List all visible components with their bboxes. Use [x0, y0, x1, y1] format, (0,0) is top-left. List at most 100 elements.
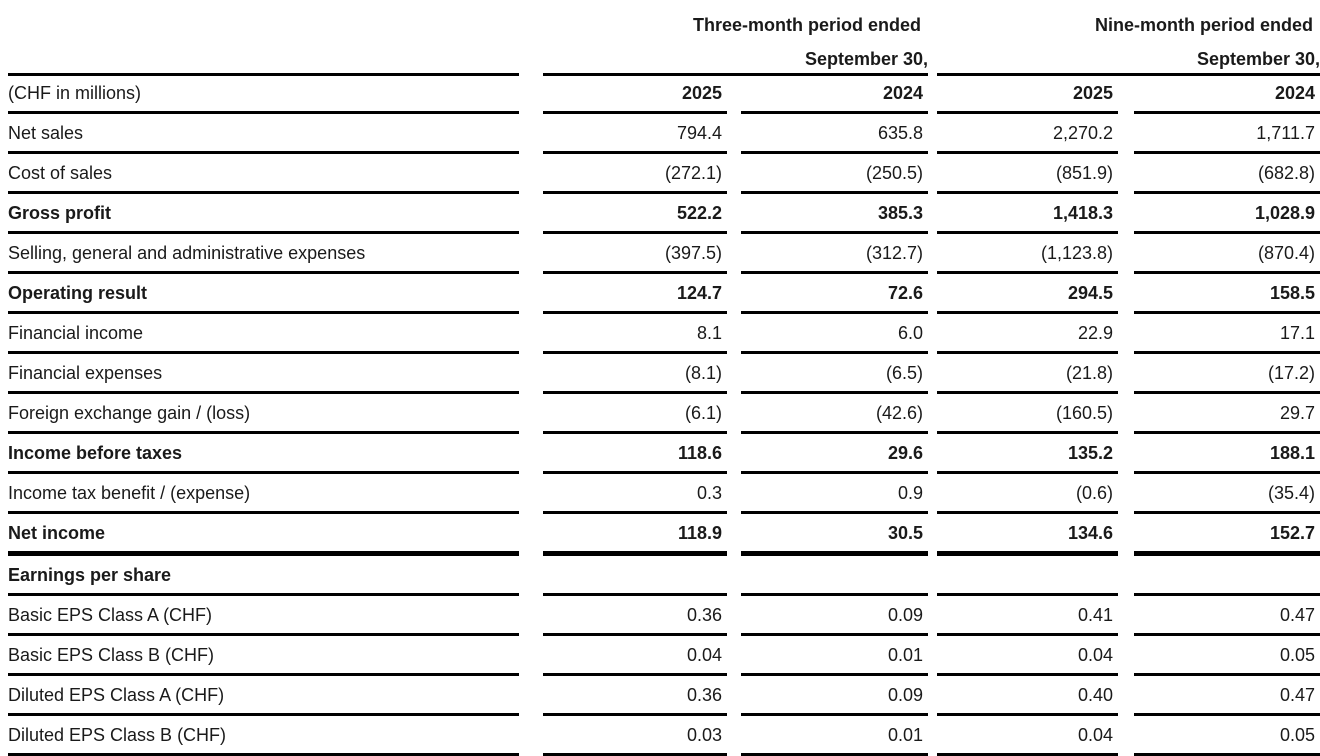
row-value: 22.9 — [937, 314, 1118, 354]
row-value: (870.4) — [1134, 234, 1320, 274]
row-value: (0.6) — [937, 474, 1118, 514]
row-value: 0.05 — [1134, 636, 1320, 676]
row-label: Net sales — [8, 114, 519, 154]
row-value: 1,418.3 — [937, 194, 1118, 234]
year-header-3m-2025: 2025 — [543, 76, 727, 114]
row-value: 1,028.9 — [1134, 194, 1320, 234]
row-value — [543, 556, 727, 596]
row-label: Operating result — [8, 274, 519, 314]
row-value: (6.1) — [543, 394, 727, 434]
row-label: Earnings per share — [8, 556, 519, 596]
row-value: (250.5) — [741, 154, 928, 194]
row-value: 0.36 — [543, 596, 727, 636]
row-value: 0.47 — [1134, 596, 1320, 636]
table-header-years-row: (CHF in millions) 2025 2024 2025 2024 — [0, 76, 1320, 114]
table-row: Gross profit 522.2 385.3 1,418.3 1,028.9 — [0, 194, 1320, 234]
row-value: 0.40 — [937, 676, 1118, 716]
table-header-date-row: September 30, September 30, — [0, 36, 1320, 76]
row-value: 134.6 — [937, 514, 1118, 556]
row-value: 72.6 — [741, 274, 928, 314]
table-row: Income tax benefit / (expense) 0.3 0.9 (0.6… — [0, 474, 1320, 514]
row-label: Foreign exchange gain / (loss) — [8, 394, 519, 434]
row-value: 0.03 — [543, 716, 727, 756]
row-value: 0.9 — [741, 474, 928, 514]
row-label: Cost of sales — [8, 154, 519, 194]
row-value: 294.5 — [937, 274, 1118, 314]
table-row: Net income 118.9 30.5 134.6 152.7 — [0, 514, 1320, 556]
row-value: 29.7 — [1134, 394, 1320, 434]
row-value: (8.1) — [543, 354, 727, 394]
row-label: Income tax benefit / (expense) — [8, 474, 519, 514]
row-label: Gross profit — [8, 194, 519, 234]
row-value — [1134, 556, 1320, 596]
row-value: (851.9) — [937, 154, 1118, 194]
table-header-period-row: Three-month period ended Nine-month peri… — [0, 8, 1320, 36]
year-header-3m-2024: 2024 — [741, 76, 928, 114]
table-row: Earnings per share — [0, 556, 1320, 596]
row-value: (17.2) — [1134, 354, 1320, 394]
row-value: 635.8 — [741, 114, 928, 154]
table-row: Selling, general and administrative expe… — [0, 234, 1320, 274]
row-value: 0.01 — [741, 636, 928, 676]
row-value: 794.4 — [543, 114, 727, 154]
row-label: Diluted EPS Class B (CHF) — [8, 716, 519, 756]
row-value: 0.3 — [543, 474, 727, 514]
row-value — [937, 556, 1118, 596]
row-value: 6.0 — [741, 314, 928, 354]
table-row: Diluted EPS Class A (CHF) 0.36 0.09 0.40 0.4… — [0, 676, 1320, 716]
row-value: 30.5 — [741, 514, 928, 556]
row-value: 0.36 — [543, 676, 727, 716]
row-value: (42.6) — [741, 394, 928, 434]
col-group-nine-month-subtitle: September 30, — [937, 36, 1320, 76]
row-label: Financial income — [8, 314, 519, 354]
row-value: 0.09 — [741, 596, 928, 636]
row-value: (35.4) — [1134, 474, 1320, 514]
row-value: 385.3 — [741, 194, 928, 234]
table-row: Diluted EPS Class B (CHF) 0.03 0.01 0.04 0.0… — [0, 716, 1320, 756]
year-header-9m-2024: 2024 — [1134, 76, 1320, 114]
row-value: 29.6 — [741, 434, 928, 474]
row-value: (1,123.8) — [937, 234, 1118, 274]
row-value: 135.2 — [937, 434, 1118, 474]
units-label: (CHF in millions) — [8, 76, 519, 114]
row-value: 2,270.2 — [937, 114, 1118, 154]
row-value: 0.47 — [1134, 676, 1320, 716]
row-value: 0.04 — [937, 716, 1118, 756]
table-row: Foreign exchange gain / (loss) (6.1) (42.6… — [0, 394, 1320, 434]
row-value: 0.01 — [741, 716, 928, 756]
table-row: Income before taxes 118.6 29.6 135.2 188.1 — [0, 434, 1320, 474]
row-value: 124.7 — [543, 274, 727, 314]
table-row: Basic EPS Class B (CHF) 0.04 0.01 0.04 0.05 — [0, 636, 1320, 676]
row-value: 0.05 — [1134, 716, 1320, 756]
row-value: 0.04 — [937, 636, 1118, 676]
col-group-three-month-title: Three-month period ended — [692, 15, 921, 35]
table-row: Net sales 794.4 635.8 2,270.2 1,711.7 — [0, 114, 1320, 154]
row-label: Income before taxes — [8, 434, 519, 474]
table-body: Net sales 794.4 635.8 2,270.2 1,711.7 Cost of… — [0, 114, 1320, 756]
row-value: 118.9 — [543, 514, 727, 556]
row-value: 0.04 — [543, 636, 727, 676]
row-label: Basic EPS Class B (CHF) — [8, 636, 519, 676]
col-group-nine-month-title: Nine-month period ended — [1095, 15, 1313, 35]
table-row: Basic EPS Class A (CHF) 0.36 0.09 0.41 0.47 — [0, 596, 1320, 636]
row-label: Basic EPS Class A (CHF) — [8, 596, 519, 636]
row-label: Selling, general and administrative expe… — [8, 234, 519, 274]
row-value: 1,711.7 — [1134, 114, 1320, 154]
row-label: Net income — [8, 514, 519, 556]
row-value: (21.8) — [937, 354, 1118, 394]
table-row: Operating result 124.7 72.6 294.5 158.5 — [0, 274, 1320, 314]
row-value: 118.6 — [543, 434, 727, 474]
row-value: (272.1) — [543, 154, 727, 194]
row-value: 188.1 — [1134, 434, 1320, 474]
table-row: Cost of sales (272.1) (250.5) (851.9) (682.8… — [0, 154, 1320, 194]
row-label: Diluted EPS Class A (CHF) — [8, 676, 519, 716]
year-header-9m-2025: 2025 — [937, 76, 1118, 114]
row-value: (160.5) — [937, 394, 1118, 434]
table-row: Financial expenses (8.1) (6.5) (21.8) (17.2) — [0, 354, 1320, 394]
row-value: 8.1 — [543, 314, 727, 354]
row-value: 0.41 — [937, 596, 1118, 636]
col-group-three-month-subtitle: September 30, — [543, 36, 928, 76]
header-label-spacer — [8, 36, 519, 76]
